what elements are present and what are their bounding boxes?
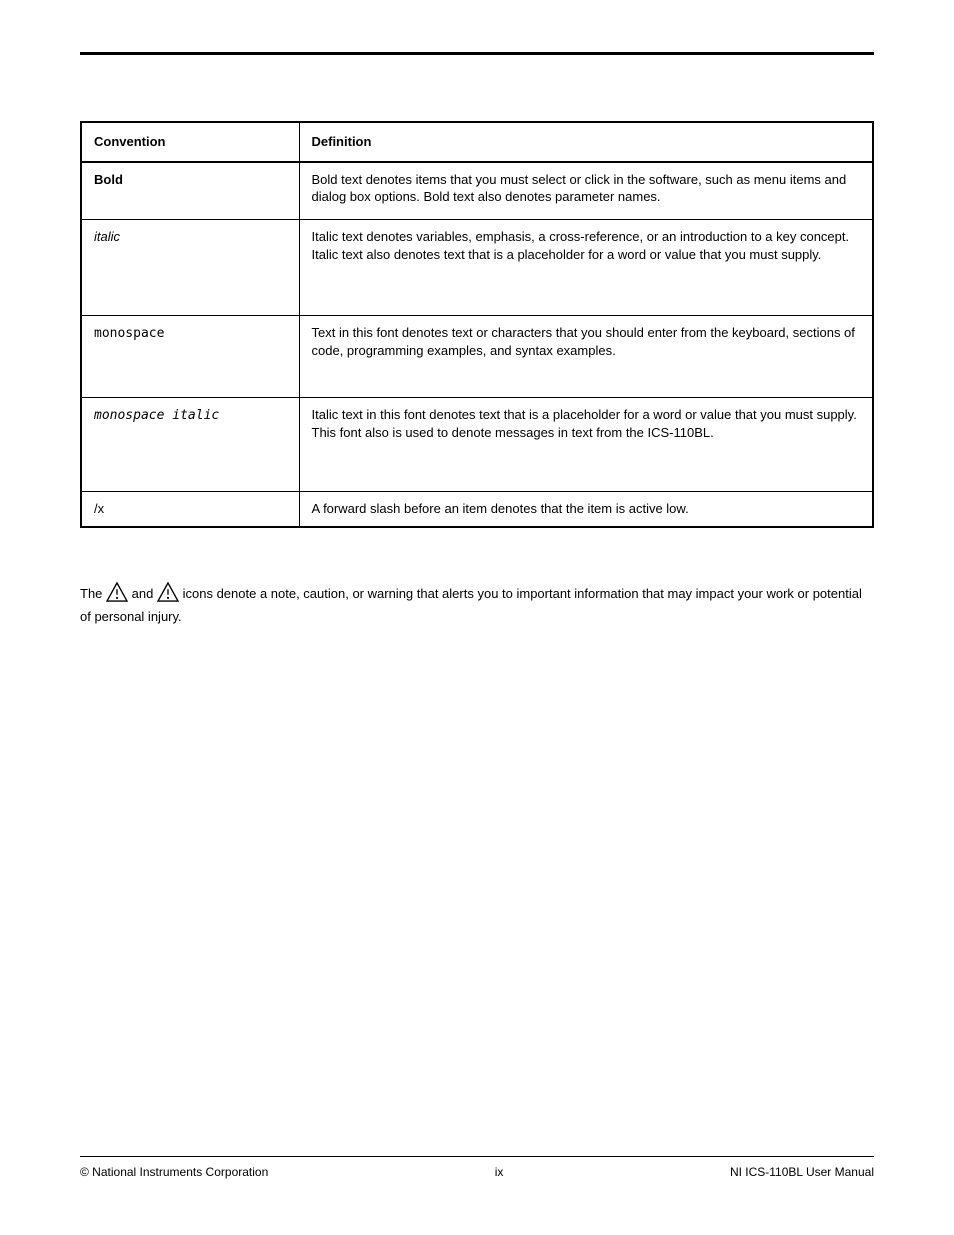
page: Convention Definition Bold Bold text den… [0,0,954,1235]
note-block: The and icons denote a note, caution, or… [80,582,874,627]
page-footer: © National Instruments Corporation ix NI… [80,1148,874,1179]
table-row: Bold Bold text denotes items that you mu… [81,162,873,220]
cell-convention: italic [81,220,299,316]
cell-definition: Text in this font denotes text or charac… [299,316,873,398]
cell-convention: monospace italic [81,398,299,492]
alert-triangle-icon [106,582,128,608]
alert-triangle-icon [157,582,179,608]
table-row: monospace Text in this font denotes text… [81,316,873,398]
footer-doc-title: NI ICS-110BL User Manual [730,1165,874,1179]
cell-definition: A forward slash before an item denotes t… [299,492,873,527]
cell-convention: /x [81,492,299,527]
footer-rule [80,1156,874,1157]
conventions-table: Convention Definition Bold Bold text den… [80,121,874,528]
cell-definition: Italic text denotes variables, emphasis,… [299,220,873,316]
header-rule [80,52,874,55]
note-and: and [132,586,154,601]
cell-convention: monospace [81,316,299,398]
col-header-convention: Convention [81,122,299,162]
note-lead-in: The [80,586,102,601]
footer-copyright: © National Instruments Corporation [80,1165,268,1179]
table-header-row: Convention Definition [81,122,873,162]
conventions-table-wrap: Convention Definition Bold Bold text den… [80,121,874,528]
table-row: italic Italic text denotes variables, em… [81,220,873,316]
table-row: /x A forward slash before an item denote… [81,492,873,527]
col-header-definition: Definition [299,122,873,162]
cell-convention: Bold [81,162,299,220]
cell-definition: Italic text in this font denotes text th… [299,398,873,492]
footer-page-number: ix [495,1165,504,1179]
note-body: icons denote a note, caution, or warning… [80,586,862,624]
cell-definition: Bold text denotes items that you must se… [299,162,873,220]
table-row: monospace italic Italic text in this fon… [81,398,873,492]
